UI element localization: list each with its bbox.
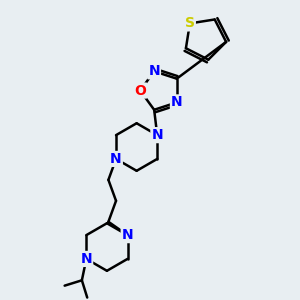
Text: N: N: [80, 252, 92, 266]
Text: N: N: [122, 228, 133, 242]
Text: N: N: [171, 95, 183, 110]
Text: O: O: [134, 84, 146, 98]
Text: S: S: [185, 16, 195, 30]
Text: N: N: [110, 152, 122, 166]
Text: N: N: [148, 64, 160, 78]
Text: N: N: [152, 128, 163, 142]
